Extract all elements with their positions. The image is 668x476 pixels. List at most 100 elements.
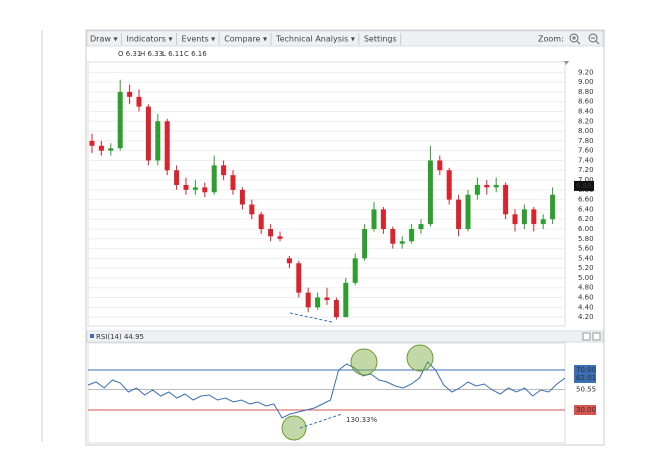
candle-body: [296, 263, 302, 293]
y-tick-label: 8.00: [578, 127, 594, 135]
candle-body: [540, 219, 546, 225]
candle-body: [456, 199, 462, 229]
candle-body: [145, 106, 151, 161]
candle-body: [484, 184, 490, 188]
candle-body: [418, 224, 424, 229]
candle-body: [465, 194, 471, 229]
rsi-annotation: 130.33%: [346, 416, 377, 424]
candle-body: [352, 258, 358, 283]
y-tick-label: 4.40: [578, 303, 594, 311]
y-tick-label: 7.80: [578, 137, 594, 145]
candle-body: [371, 209, 377, 229]
toolbar-item[interactable]: Settings: [364, 35, 397, 44]
toolbar-item[interactable]: Indicators ▾: [126, 35, 172, 44]
candle-body: [183, 184, 189, 190]
candle-body: [211, 165, 217, 193]
level-tag: [574, 365, 596, 375]
candle-body: [474, 184, 480, 195]
candle-body: [89, 140, 95, 146]
candle-body: [324, 297, 330, 300]
toolbar-item[interactable]: Technical Analysis ▾: [275, 35, 355, 44]
candle-body: [155, 121, 161, 161]
plot-area: [87, 342, 566, 444]
zoom-in[interactable]: [569, 33, 581, 45]
toolbar-item[interactable]: Draw ▾: [90, 35, 117, 44]
candle-body: [427, 160, 433, 225]
y-tick-label: 4.80: [578, 284, 594, 292]
zoom-out[interactable]: [588, 33, 600, 45]
candle-body: [305, 292, 311, 308]
chart-frame: [85, 29, 605, 446]
zoom-label: Zoom:: [538, 35, 564, 44]
y-tick-label: 50.55: [576, 385, 596, 393]
minimize-button[interactable]: [582, 332, 591, 341]
y-tick-label: 6.20: [578, 215, 594, 223]
y-tick-label: 7.00: [578, 176, 594, 184]
candle-body: [446, 170, 452, 200]
trend-line: [299, 413, 343, 429]
close-button[interactable]: [592, 332, 601, 341]
price-panel: 9.20 9.00 8.80 8.60 8.408.20 8.00 7.80 7.607.40…: [87, 61, 594, 327]
candle-body: [531, 209, 537, 225]
candle-body: [249, 204, 255, 215]
candle-body: [343, 282, 349, 318]
ohlc-value: H 6.33: [140, 50, 163, 58]
candle-body: [333, 299, 339, 318]
rsi-line: [87, 361, 566, 419]
ohlc-value: L 6.11: [162, 50, 184, 58]
toolbar-item[interactable]: Compare ▾: [224, 35, 267, 44]
trend-line: [289, 312, 333, 323]
highlight-circle: [406, 344, 434, 372]
ohlc-header: O 6.31H 6.33L 6.11 C 6.16: [118, 50, 207, 58]
candle-body: [136, 96, 142, 107]
candle-body: [230, 175, 236, 190]
candle-body: [98, 145, 104, 151]
candle-body: [192, 187, 198, 190]
candle-body: [164, 121, 170, 171]
y-tick-label: 4.60: [578, 294, 594, 302]
plot-area: [87, 61, 566, 327]
y-tick-label: 5.80: [578, 235, 594, 243]
candle-body: [503, 184, 509, 215]
candle-body: [390, 228, 396, 244]
ohlc-value: O 6.31: [118, 50, 141, 58]
candle-body: [202, 187, 208, 193]
y-tick-label: 8.60: [578, 98, 594, 106]
candle-body: [174, 170, 180, 185]
candle-body: [493, 184, 499, 188]
last-price-label: 6.88: [576, 182, 592, 190]
candle-body: [512, 214, 518, 225]
ohlc-value: C 6.16: [184, 50, 207, 58]
last-value-label: 62.01: [576, 374, 596, 382]
y-tick-label: 5.00: [578, 274, 594, 282]
y-tick-label: 8.20: [578, 117, 594, 125]
candle-body: [108, 148, 114, 151]
y-tick-label: 5.20: [578, 264, 594, 272]
candle-body: [239, 189, 245, 205]
candle-body: [521, 209, 527, 225]
candle-body: [221, 165, 227, 176]
candle-body: [117, 91, 123, 149]
last-price-tag: [574, 180, 594, 191]
toolbar-items: Draw ▾ Indicators ▾ Events ▾ Compare ▾ Techn…: [90, 33, 402, 45]
y-tick-label: 30.00: [576, 406, 596, 414]
y-tick-label: 6.00: [578, 225, 594, 233]
rsi-panel: 70.00 50.55 30.00 62.01: [87, 342, 596, 444]
last-value-tag: [574, 372, 596, 383]
y-tick-label: 7.20: [578, 166, 594, 174]
y-tick-label: 6.40: [578, 205, 594, 213]
y-tick-label: 5.40: [578, 254, 594, 262]
candle-body: [268, 228, 274, 237]
toolbar-item[interactable]: Events ▾: [182, 35, 216, 44]
highlight-circle: [350, 348, 378, 376]
y-tick-label: 9.20: [578, 68, 594, 76]
y-tick-label: 70.00: [576, 366, 596, 374]
candle-body: [258, 214, 264, 229]
candle-body: [362, 228, 368, 259]
y-tick-label: 9.00: [578, 78, 594, 86]
candle-body: [380, 209, 386, 229]
candle-body: [315, 297, 321, 308]
y-tick-label: 8.40: [578, 108, 594, 116]
rsi-title: RSI(14) 44.95: [96, 333, 144, 341]
